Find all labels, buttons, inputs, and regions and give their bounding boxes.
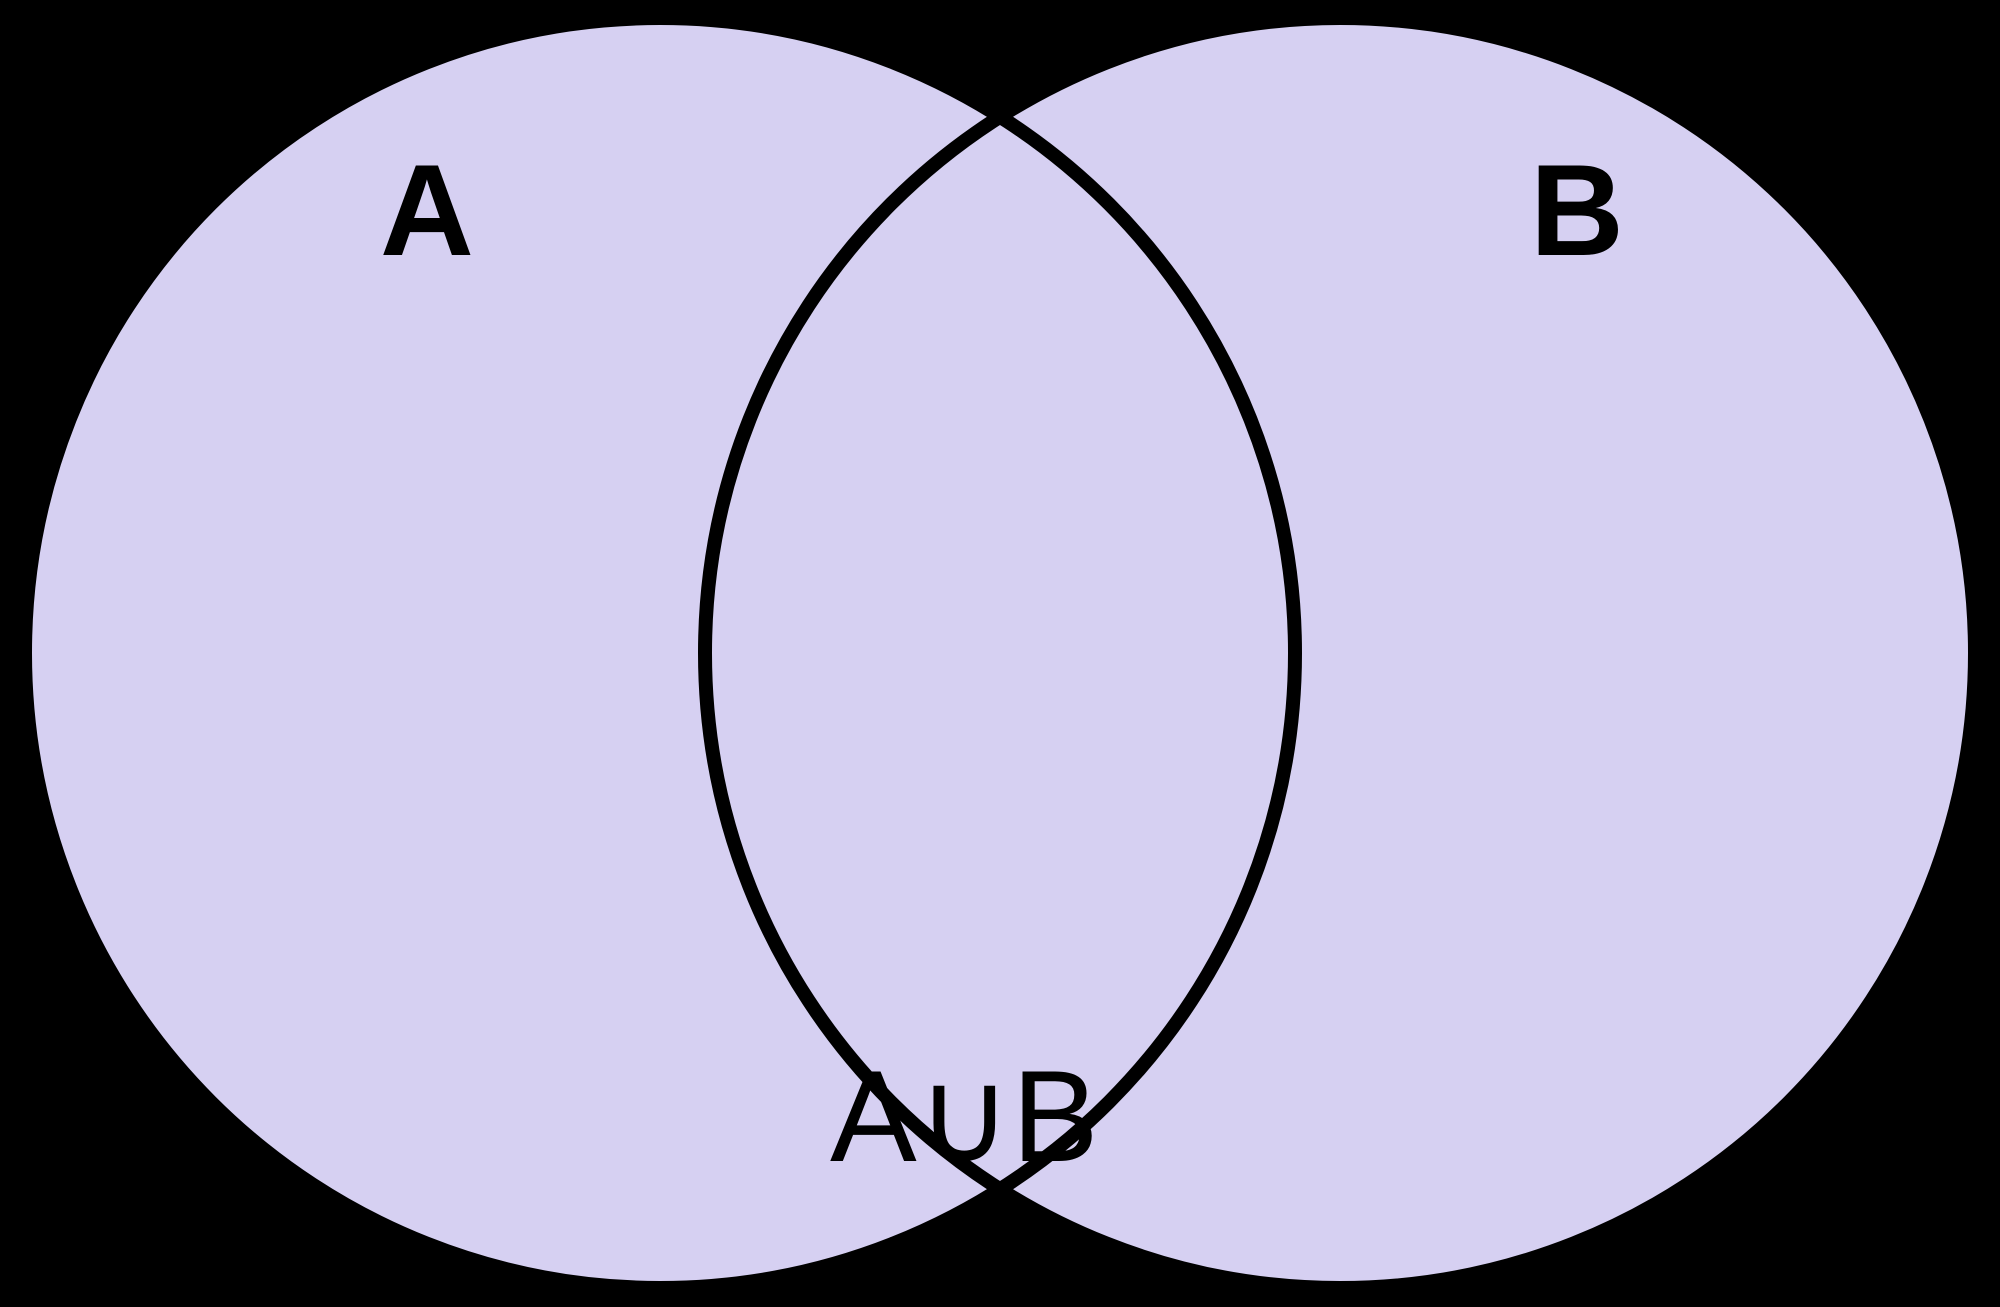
label-set-b: B: [1530, 135, 1624, 285]
label-set-a: A: [380, 135, 474, 285]
venn-diagram: A B A∪B: [0, 0, 2000, 1307]
label-union: A∪B: [830, 1040, 1099, 1192]
